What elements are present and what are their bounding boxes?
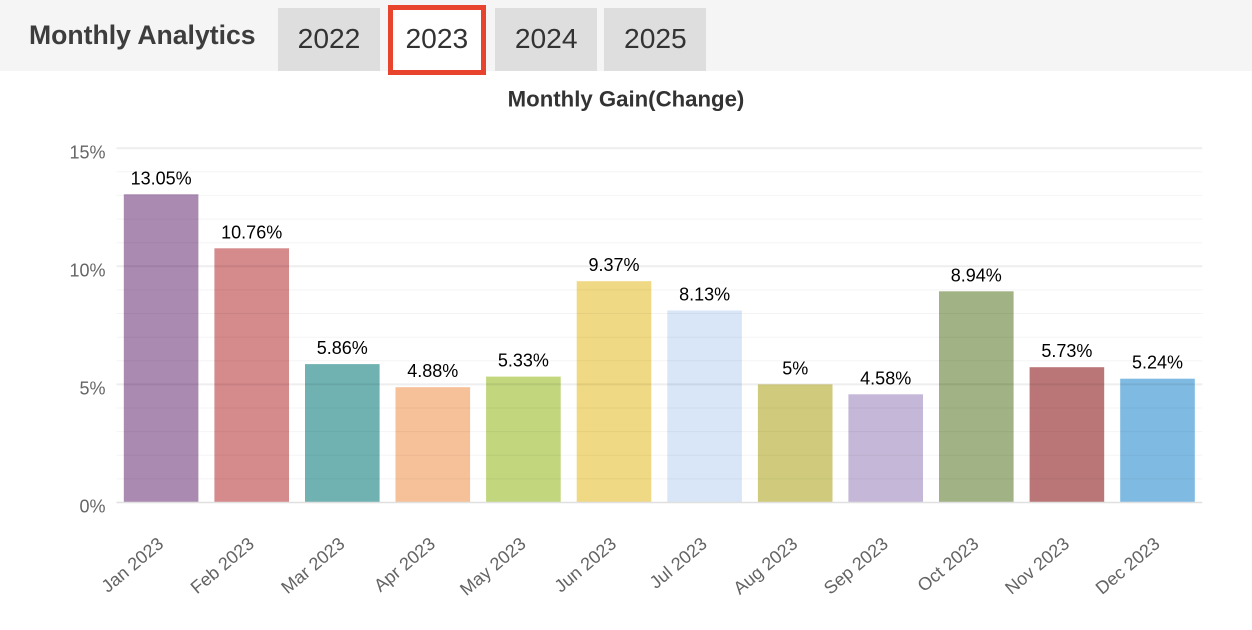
svg-text:Jul 2023: Jul 2023 — [646, 533, 711, 592]
svg-text:Sep 2023: Sep 2023 — [820, 533, 892, 598]
svg-text:8.13%: 8.13% — [679, 285, 730, 305]
svg-text:5%: 5% — [782, 358, 808, 378]
svg-text:4.88%: 4.88% — [407, 361, 458, 381]
svg-text:Aug 2023: Aug 2023 — [729, 533, 801, 598]
svg-text:5%: 5% — [79, 379, 105, 399]
svg-text:Mar 2023: Mar 2023 — [277, 533, 348, 597]
svg-text:5.24%: 5.24% — [1132, 353, 1183, 373]
svg-text:5.73%: 5.73% — [1041, 341, 1092, 361]
svg-text:8.94%: 8.94% — [951, 265, 1002, 285]
svg-text:0%: 0% — [79, 497, 105, 517]
svg-text:Monthly Gain(Change): Monthly Gain(Change) — [508, 86, 745, 111]
svg-text:Jun 2023: Jun 2023 — [551, 533, 621, 596]
svg-text:10.76%: 10.76% — [221, 222, 282, 242]
svg-text:13.05%: 13.05% — [131, 168, 192, 188]
svg-text:May 2023: May 2023 — [456, 533, 529, 599]
svg-text:9.37%: 9.37% — [588, 255, 639, 275]
svg-text:Jan 2023: Jan 2023 — [98, 533, 168, 596]
svg-text:5.86%: 5.86% — [317, 338, 368, 358]
svg-text:Dec 2023: Dec 2023 — [1092, 533, 1164, 598]
svg-text:15%: 15% — [69, 142, 105, 162]
svg-text:Feb 2023: Feb 2023 — [187, 533, 258, 597]
svg-text:5.33%: 5.33% — [498, 351, 549, 371]
svg-text:Nov 2023: Nov 2023 — [1001, 533, 1073, 598]
svg-text:Oct 2023: Oct 2023 — [914, 533, 983, 595]
svg-text:10%: 10% — [69, 260, 105, 280]
svg-text:4.58%: 4.58% — [860, 368, 911, 388]
svg-text:Apr 2023: Apr 2023 — [370, 533, 439, 595]
